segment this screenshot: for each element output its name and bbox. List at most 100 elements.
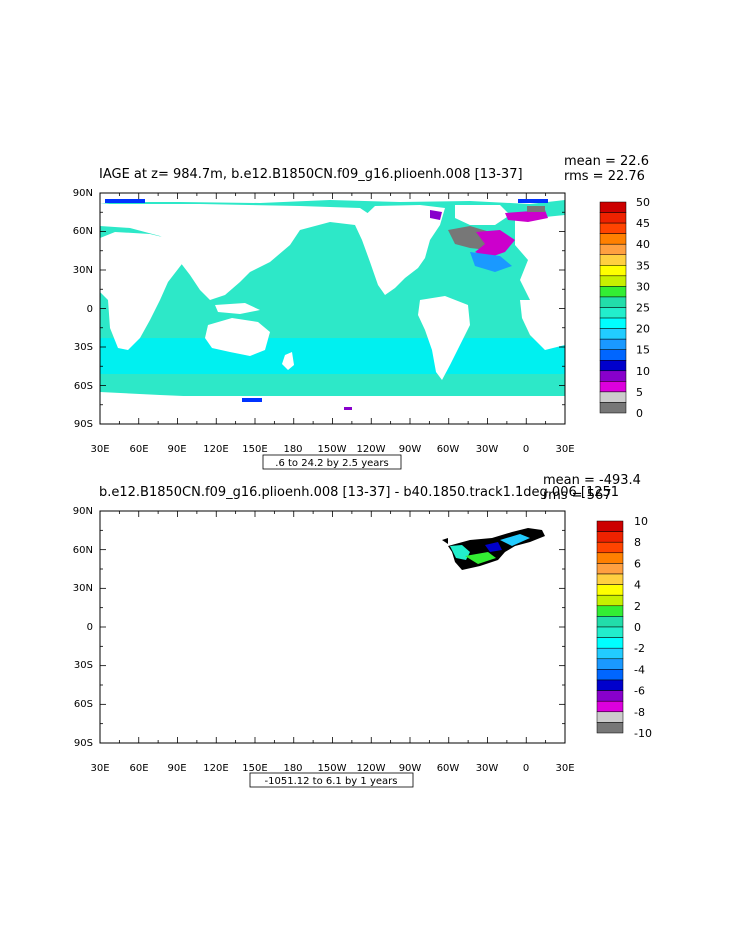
colorbar-cell [599, 349, 627, 361]
colorbar-cell [599, 360, 627, 372]
lon-label: 90E [167, 444, 186, 455]
lon-label: 30E [555, 444, 574, 455]
lon-label: 0 [523, 763, 529, 774]
blue-zone-atlantic [470, 252, 512, 272]
colorbar-cell [599, 338, 627, 350]
lat-label: 90N [73, 506, 93, 517]
colorbar-cell [599, 286, 627, 298]
panel-1-lon-axis: 30E 60E 90E 120E 150E 180 150W 120W 90W … [90, 444, 574, 455]
panel-2-mean: mean = -493.4 [543, 473, 641, 488]
colorbar-label: 40 [636, 238, 650, 251]
colorbar-cell [596, 658, 624, 670]
colorbar-label: 4 [634, 579, 641, 592]
lat-label: 60N [73, 545, 93, 556]
colorbar-label: 10 [634, 515, 648, 528]
panel-1-map [99, 192, 566, 425]
lat-label: 90S [74, 419, 93, 430]
colorbar-cell [599, 212, 627, 224]
colorbar-cell [596, 563, 624, 575]
colorbar-cell [596, 700, 624, 713]
colorbar-label: -8 [634, 706, 645, 719]
lon-label: 150W [318, 763, 347, 774]
colorbar-label: 6 [634, 557, 641, 570]
colorbar-cell [599, 222, 627, 234]
colorbar-label: 20 [636, 323, 650, 336]
colorbar-cell [599, 381, 627, 393]
lat-label: 90N [73, 188, 93, 199]
panel-1-rms: rms = 22.76 [564, 169, 645, 184]
lon-label: 60W [437, 763, 460, 774]
colorbar-cell [596, 541, 624, 554]
anomaly-blue-zone [500, 534, 530, 546]
colorbar-cell [596, 722, 624, 734]
australia-land [205, 318, 270, 356]
panel-1-range-box [262, 454, 402, 470]
panel-2-ticks [99, 510, 566, 744]
panel-2-colorbar: 10 8 6 4 2 0 -2 -4 -6 -8 -10 [596, 515, 652, 740]
lat-label: 90S [74, 738, 93, 749]
panel-1-ticks [99, 192, 566, 425]
anomaly-cyan-zone [450, 545, 470, 560]
panel-1: IAGE at z= 984.7m, b.e12.B1850CN.f09_g16… [73, 154, 650, 470]
indonesia-land [215, 303, 260, 314]
panel-2-range-box [249, 772, 414, 788]
magenta-patch-nordic [505, 210, 548, 222]
lon-label: 90W [399, 444, 422, 455]
colorbar-cell [596, 594, 624, 607]
lon-label: 120E [203, 763, 228, 774]
magenta-zone-atlantic [475, 230, 515, 258]
colorbar-cell [599, 402, 627, 414]
lon-label: 30W [476, 763, 499, 774]
north-america-land [355, 205, 445, 295]
panel-2-range-label: -1051.12 to 6.1 by 1 years [265, 776, 398, 787]
panel-1-mean: mean = 22.6 [564, 154, 649, 169]
panel-2: b.e12.B1850CN.f09_g16.plioenh.008 [13-37… [73, 473, 652, 788]
blue-strip-arctic-west [105, 199, 145, 203]
lat-label: 0 [87, 622, 93, 633]
colorbar-cell [596, 552, 624, 564]
antarctica-coast [100, 392, 565, 424]
colorbar-cell [596, 616, 624, 628]
lon-label: 0 [523, 444, 529, 455]
lon-label: 120W [357, 763, 386, 774]
colorbar-label: -10 [634, 727, 652, 740]
anomaly-dot [442, 538, 448, 544]
africa-south-east-land [520, 300, 565, 350]
colorbar-cell [599, 243, 627, 255]
lon-label: 120W [357, 444, 386, 455]
blue-strip-antarctic [242, 398, 262, 402]
lon-label: 150W [318, 444, 347, 455]
lat-label: 30S [74, 660, 93, 671]
lon-label: 30E [90, 444, 109, 455]
panel-1-lat-axis: 90N 60N 30N 0 30S 60S 90S [73, 188, 93, 430]
colorbar-cell [596, 669, 624, 681]
colorbar-label: 2 [634, 600, 641, 613]
panel-1-title: IAGE at z= 984.7m, b.e12.B1850CN.f09_g16… [99, 167, 523, 182]
africa-land [100, 232, 185, 350]
colorbar-cell [596, 637, 624, 649]
blue-strip-arctic-east [518, 199, 548, 203]
colorbar-label: 25 [636, 302, 650, 315]
colorbar-cell [599, 370, 627, 382]
south-america-land [418, 296, 470, 380]
lon-label: 60E [129, 763, 148, 774]
colorbar-label: 50 [636, 196, 650, 209]
colorbar-cell [599, 233, 627, 245]
panel-1-range-label: .6 to 24.2 by 2.5 years [275, 458, 388, 469]
southern-ocean-band-2 [100, 374, 565, 396]
lat-label: 60N [73, 226, 93, 237]
colorbar-label: 15 [636, 344, 650, 357]
lat-label: 60S [74, 699, 93, 710]
colorbar-cell [599, 328, 627, 340]
eurasia-land [100, 204, 375, 300]
lon-label: 30W [476, 444, 499, 455]
panel-2-lat-axis: 90N 60N 30N 0 30S 60S 90S [73, 506, 93, 749]
colorbar-cell [596, 647, 624, 660]
colorbar-cell [596, 626, 624, 638]
panel-2-lon-axis: 30E 60E 90E 120E 150E 180 150W 120W 90W … [90, 763, 574, 774]
colorbar-cell [596, 531, 624, 543]
anomaly-darkblue-zone [485, 542, 502, 552]
colorbar-cell [596, 573, 624, 585]
panel-2-title: b.e12.B1850CN.f09_g16.plioenh.008 [13-37… [99, 485, 619, 500]
